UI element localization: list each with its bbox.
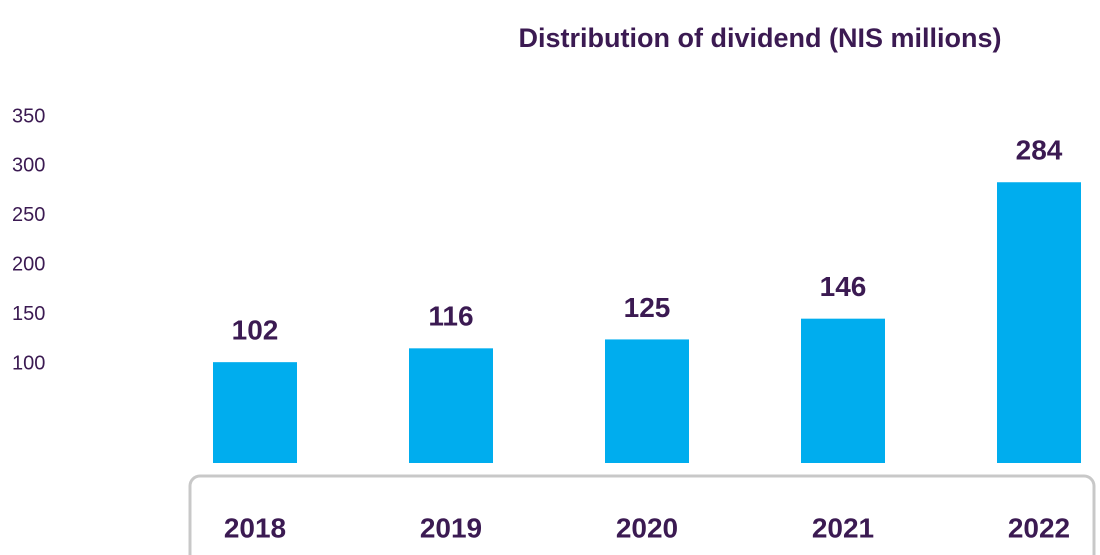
y-tick-label: 300: [12, 155, 45, 177]
x-tick-label: 2020: [616, 512, 678, 543]
y-tick-label: 200: [12, 254, 45, 276]
chart-title: Distribution of dividend (NIS millions): [519, 23, 1002, 53]
x-tick-label: 2021: [812, 512, 874, 543]
data-label: 284: [1016, 135, 1063, 166]
data-label: 125: [624, 292, 671, 323]
y-tick-label: 150: [12, 303, 45, 325]
bar: [213, 362, 297, 463]
x-tick-label: 2022: [1008, 512, 1070, 543]
data-label: 116: [428, 301, 473, 332]
x-tick-label: 2019: [420, 512, 482, 543]
bar: [997, 182, 1081, 463]
y-tick-label: 100: [12, 352, 45, 374]
category-box: [188, 474, 1096, 555]
data-label: 102: [232, 315, 279, 346]
bar: [409, 348, 493, 463]
y-tick-label: 250: [12, 204, 45, 226]
data-label: 146: [820, 271, 867, 302]
bar: [801, 318, 885, 463]
y-tick-label: 350: [12, 105, 45, 127]
bar: [605, 339, 689, 463]
x-tick-label: 2018: [224, 512, 286, 543]
